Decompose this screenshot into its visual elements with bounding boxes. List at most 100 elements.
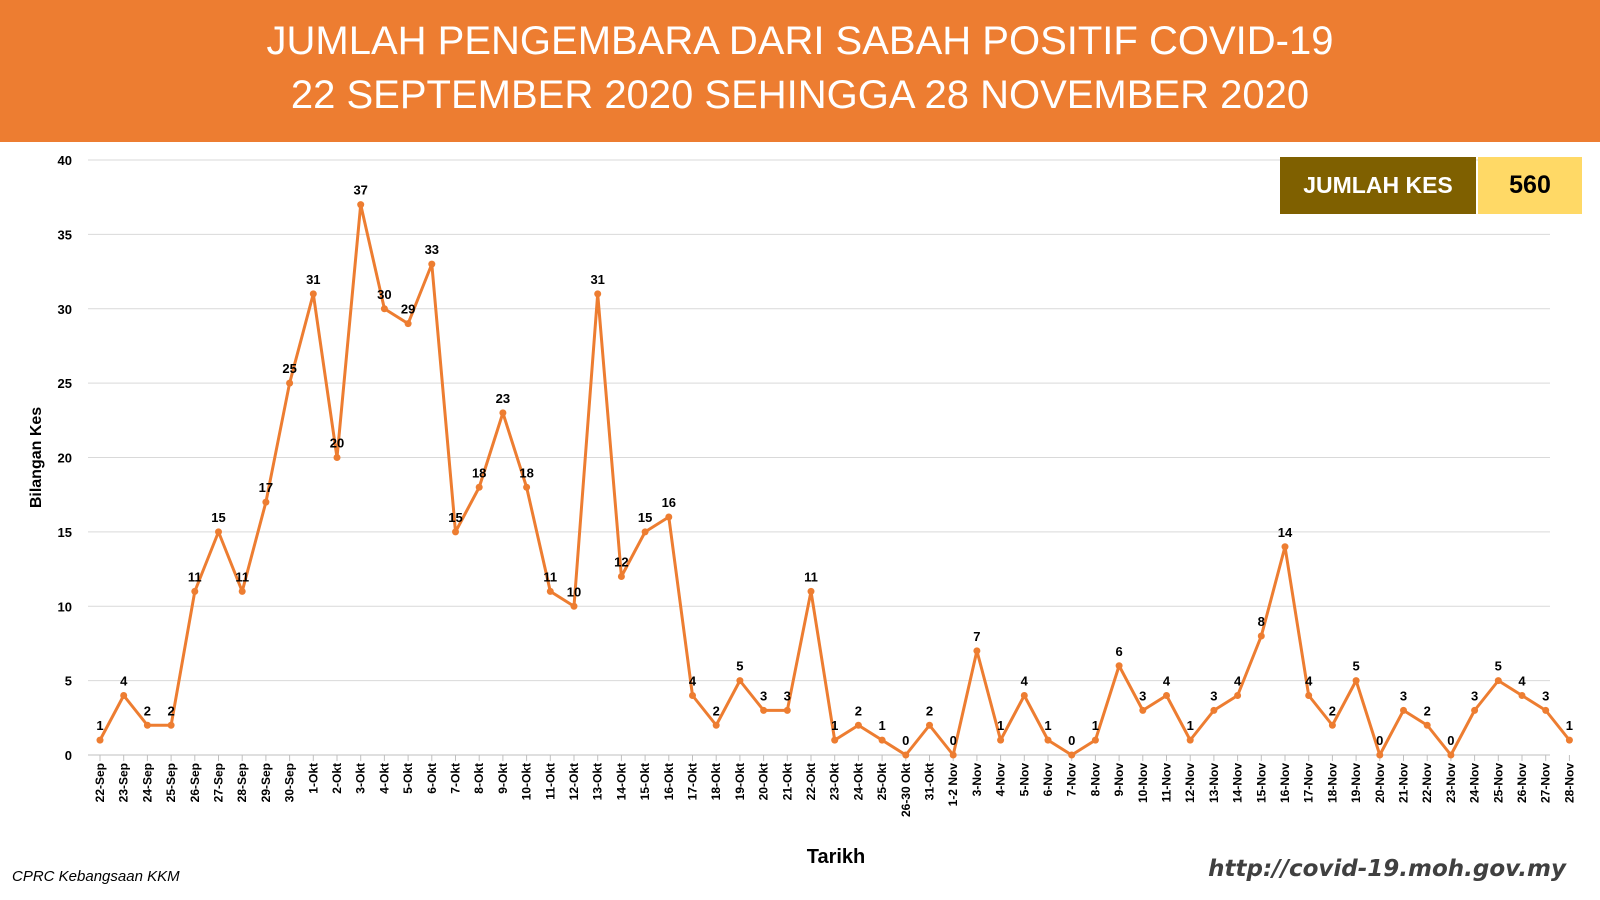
x-axis-title: Tarikh	[807, 846, 866, 868]
data-point	[1044, 736, 1052, 744]
data-point	[357, 201, 365, 209]
data-point	[665, 513, 673, 521]
data-label: 1	[831, 718, 838, 733]
data-label: 3	[1471, 688, 1478, 703]
data-point	[712, 721, 720, 729]
source-credit: CPRC Kebangsaan KKM	[12, 868, 180, 885]
x-tick-label: 11-Okt	[543, 763, 557, 800]
data-point	[1020, 692, 1028, 699]
x-tick-label: 17-Okt	[686, 763, 700, 800]
y-axis-title: Bilangan Kes	[28, 407, 45, 508]
data-point	[641, 528, 649, 536]
data-label: 1	[96, 718, 103, 733]
data-label: 11	[188, 569, 202, 584]
data-point	[926, 721, 933, 729]
data-label: 2	[713, 703, 720, 718]
data-point	[594, 290, 602, 298]
data-label: 4	[1021, 674, 1029, 689]
title-line-1: JUMLAH PENGEMBARA DARI SABAH POSITIF COV…	[266, 19, 1334, 63]
y-tick-label: 5	[65, 674, 72, 689]
data-point	[1281, 543, 1289, 551]
x-tick-label: 25-Nov	[1491, 763, 1505, 803]
x-tick-label: 27-Sep	[212, 763, 226, 802]
data-label: 4	[120, 674, 128, 689]
data-point	[1400, 706, 1407, 714]
data-label: 2	[926, 703, 933, 718]
data-point	[452, 528, 459, 536]
data-label: 4	[1163, 674, 1171, 689]
data-point	[523, 483, 531, 491]
x-tick-label: 25-Okt	[875, 763, 889, 800]
x-tick-label: 16-Nov	[1278, 763, 1292, 803]
x-tick-label: 8-Nov	[1088, 763, 1102, 797]
x-tick-label: 23-Okt	[828, 763, 842, 800]
x-tick-label: 14-Nov	[1231, 763, 1245, 803]
data-point	[878, 736, 886, 744]
x-tick-label: 15-Nov	[1254, 763, 1268, 803]
data-point	[831, 736, 839, 744]
x-tick-label: 15-Okt	[638, 763, 652, 800]
data-label: 11	[543, 569, 557, 584]
data-point	[736, 677, 744, 685]
x-tick-label: 9-Nov	[1112, 763, 1126, 797]
data-label: 12	[614, 555, 628, 570]
x-tick-label: 27-Nov	[1539, 763, 1553, 803]
x-tick-label: 4-Okt	[377, 763, 391, 794]
data-label: 14	[1278, 525, 1293, 540]
data-point	[167, 721, 175, 729]
x-tick-label: 14-Okt	[614, 763, 628, 800]
x-tick-label: 6-Nov	[1041, 763, 1055, 797]
y-tick-label: 0	[65, 748, 72, 763]
x-tick-label: 23-Sep	[117, 763, 131, 802]
x-tick-label: 26-Nov	[1515, 763, 1529, 803]
data-label: 11	[804, 569, 818, 584]
data-point	[428, 260, 436, 268]
data-point	[309, 290, 317, 298]
data-point	[973, 647, 981, 655]
data-label: 5	[1495, 659, 1502, 674]
data-label: 0	[950, 733, 957, 748]
data-label: 0	[902, 733, 909, 748]
y-tick-label: 20	[58, 451, 72, 466]
data-point	[760, 706, 768, 714]
data-point	[689, 692, 696, 699]
x-tick-label: 11-Nov	[1160, 763, 1174, 803]
x-tick-label: 22-Nov	[1420, 763, 1434, 803]
data-label: 0	[1068, 733, 1075, 748]
x-tick-label: 13-Okt	[591, 763, 605, 800]
data-point	[215, 528, 222, 536]
data-label: 17	[259, 480, 273, 495]
data-label: 29	[401, 302, 415, 317]
y-tick-label: 15	[58, 525, 72, 540]
x-tick-label: 24-Nov	[1468, 763, 1482, 803]
x-tick-label: 19-Nov	[1349, 763, 1363, 803]
data-point	[1447, 751, 1455, 759]
data-point	[902, 751, 910, 759]
data-point	[499, 409, 507, 417]
data-label: 3	[784, 688, 791, 703]
x-tick-label: 2-Okt	[330, 763, 344, 794]
data-point	[854, 721, 862, 729]
data-label: 2	[167, 703, 174, 718]
data-label: 16	[662, 495, 676, 510]
data-point	[617, 573, 625, 580]
x-tick-label: 3-Nov	[970, 763, 984, 797]
x-tick-label: 17-Nov	[1302, 763, 1316, 803]
data-point	[404, 320, 412, 328]
data-point	[1542, 706, 1550, 714]
data-label: 15	[211, 510, 225, 525]
data-label: 0	[1447, 733, 1454, 748]
data-point	[1186, 736, 1194, 744]
x-tick-label: 12-Okt	[567, 763, 581, 800]
y-tick-label: 25	[58, 376, 72, 391]
x-tick-label: 6-Okt	[425, 763, 439, 794]
data-label: 4	[689, 674, 697, 689]
x-tick-label: 10-Nov	[1136, 763, 1150, 803]
data-point	[96, 736, 104, 744]
data-label: 18	[519, 465, 533, 480]
data-label: 31	[306, 272, 320, 287]
data-label: 37	[353, 183, 367, 198]
title-banner: JUMLAH PENGEMBARA DARI SABAH POSITIF COV…	[0, 0, 1600, 142]
data-point	[1068, 751, 1076, 759]
x-tick-label: 3-Okt	[354, 763, 368, 794]
